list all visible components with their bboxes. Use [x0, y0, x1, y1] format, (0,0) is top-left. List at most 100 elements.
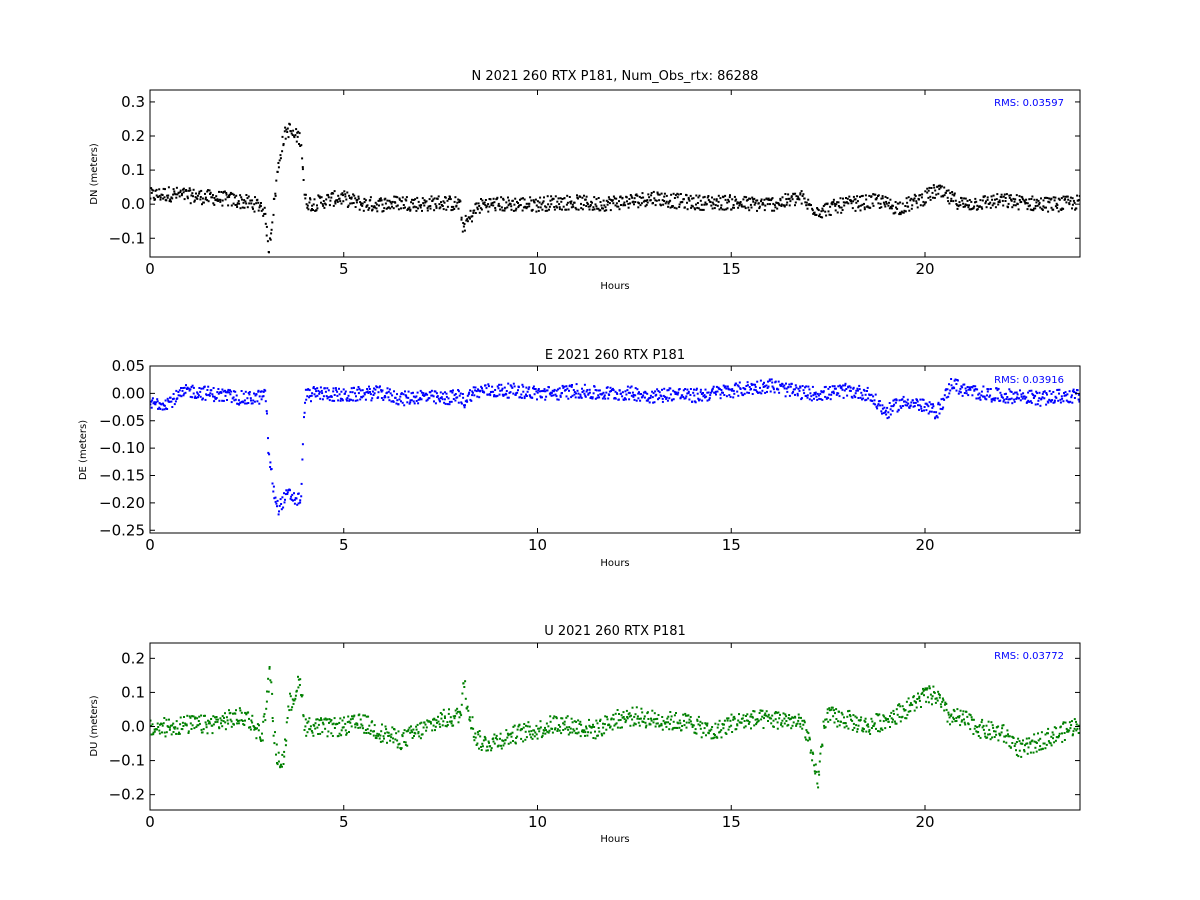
panel-up-data-point [822, 720, 825, 723]
panel-north-data-point [713, 207, 716, 210]
panel-north-data-point [739, 201, 742, 203]
panel-east-data-point [911, 399, 914, 402]
panel-up-data-point [274, 731, 276, 734]
panel-east-x-axis-label: Hours [600, 558, 629, 569]
panel-up-data-point [603, 732, 606, 735]
panel-north-data-point [881, 195, 884, 198]
panel-east-data-point [525, 386, 528, 389]
panel-up-data-point [368, 724, 371, 727]
panel-north-data-point [534, 198, 537, 201]
panel-east-data-point [224, 391, 227, 394]
panel-east-data-point [170, 400, 173, 403]
panel-up-data-point [443, 715, 446, 718]
panel-north-data-point [397, 208, 400, 211]
panel-north-data-point [660, 204, 662, 207]
panel-up-data-point [880, 727, 883, 730]
panel-up-data-point [696, 719, 699, 722]
panel-east-data-point [222, 399, 225, 402]
panel-up-data-point [367, 715, 370, 718]
panel-up-data-point [859, 719, 862, 721]
panel-east-data-point [351, 391, 354, 394]
panel-up-data-point [696, 718, 699, 721]
panel-east-data-point [583, 383, 586, 386]
panel-east-data-point [313, 393, 316, 396]
panel-north-data-point [176, 193, 179, 196]
panel-up-data-point [836, 725, 839, 728]
panel-east-data-point [1016, 396, 1019, 399]
panel-up-data-point [723, 719, 726, 722]
panel-up-x-tick-label: 15 [722, 813, 741, 831]
panel-up-data-point [248, 717, 250, 720]
panel-east-data-point [393, 390, 395, 393]
panel-up-data-point [729, 719, 732, 722]
panel-north-data-point [835, 203, 838, 206]
panel-east-data-point [248, 393, 251, 396]
panel-east-y-tick-label: −0.05 [99, 412, 145, 430]
panel-east-data-point [641, 395, 644, 398]
panel-north-data-point [177, 191, 180, 194]
panel-east-data-point [522, 385, 525, 388]
panel-north-data-point [344, 195, 347, 198]
panel-north-data-point [476, 206, 479, 209]
panel-up-data-point [527, 721, 530, 724]
panel-north-data-point [643, 199, 646, 202]
panel-east-data-point [591, 397, 594, 400]
panel-east-data-point [1040, 397, 1043, 400]
panel-north-data-point [377, 199, 380, 202]
panel-east-data-point [1060, 395, 1063, 398]
panel-north-data-point [606, 203, 609, 206]
panel-east-data-point [334, 387, 337, 390]
panel-up-y-tick-label: −0.2 [109, 786, 145, 804]
panel-north-x-tick-label: 0 [145, 260, 155, 278]
panel-north-data-point [355, 201, 358, 204]
panel-north-data-point [565, 208, 568, 211]
panel-east-data-point [477, 388, 479, 391]
panel-up-data-point [409, 731, 412, 734]
panel-up-data-point [817, 786, 820, 789]
panel-north-data-point [487, 210, 490, 213]
panel-north-data-point [581, 196, 584, 199]
panel-north-data-point [320, 201, 322, 204]
panel-up-data-point [1061, 732, 1063, 735]
panel-up-data-point [762, 727, 765, 729]
panel-east-data-point [812, 394, 815, 397]
panel-north-data-point [1018, 195, 1021, 198]
panel-north-data-point [1053, 199, 1056, 202]
panel-east-data-point [822, 390, 825, 393]
panel-up-data-point [150, 724, 153, 727]
panel-north-data-point [1050, 206, 1053, 209]
panel-up-data-point [808, 738, 811, 741]
panel-east-data-point [174, 400, 177, 403]
panel-east-data-point [780, 384, 783, 387]
panel-north-data-point [1040, 207, 1043, 210]
panel-east-data-point [865, 398, 868, 401]
panel-up-data-point [275, 753, 277, 756]
panel-north-data-point [189, 189, 192, 192]
panel-up-data-point [788, 714, 791, 716]
panel-east-data-point [154, 403, 157, 406]
panel-north-data-point [307, 208, 310, 211]
panel-north-data-point [417, 207, 419, 210]
panel-north-data-point [277, 162, 280, 164]
panel-up-data-point [288, 709, 291, 712]
panel-east-data-point [497, 387, 500, 390]
panel-north-data-point [561, 198, 564, 200]
panel-east-data-point [466, 400, 469, 403]
panel-north-data-point [845, 201, 848, 204]
panel-up-data-point [285, 721, 288, 724]
panel-up-data-point [968, 713, 971, 716]
panel-up-data-point [848, 714, 851, 716]
panel-east-data-point [397, 403, 400, 406]
panel-north-data-point [990, 195, 993, 198]
panel-up-data-point [740, 721, 743, 724]
panel-north-data-point [717, 194, 720, 197]
panel-east-data-point [332, 390, 335, 393]
panel-up-data-point [746, 719, 748, 722]
panel-north-data-point [519, 198, 521, 201]
panel-north-data-point [414, 198, 417, 201]
panel-up-data-point [238, 719, 241, 722]
panel-east-data-point [213, 400, 216, 403]
panel-up-data-point [977, 735, 980, 737]
panel-east-data-point [1043, 397, 1046, 400]
panel-east-data-point [418, 398, 421, 401]
